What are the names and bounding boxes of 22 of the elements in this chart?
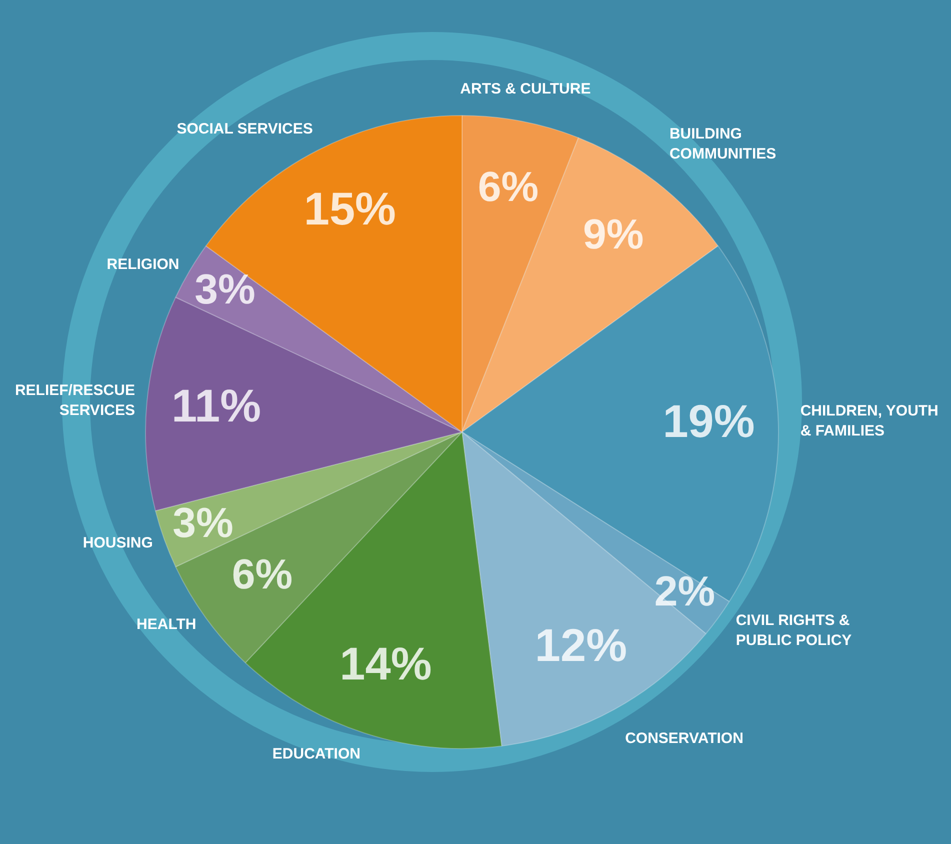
slice-label: ARTS & CULTURE [460,80,591,98]
data-label: 12% [534,619,627,672]
slice-label: HOUSING [82,534,153,552]
slice-label: CHILDREN, YOUTH & FAMILIES [800,402,938,440]
data-label: 14% [340,637,432,690]
slice-label: HEALTH [136,616,196,634]
slice-label: EDUCATION [272,746,360,763]
slice-label: BUILDING COMMUNITIES [669,126,776,163]
data-label: 6% [478,163,539,210]
data-label: 3% [172,498,234,546]
data-label: 11% [171,379,261,432]
data-label: 3% [194,265,256,312]
data-label: 6% [232,550,293,598]
data-label: 19% [662,394,755,447]
data-label: 9% [582,210,644,258]
slice-label: RELIEF/RESCUE SERVICES [14,382,135,420]
slice-label: SOCIAL SERVICES [176,120,313,138]
data-label: 15% [304,182,396,235]
data-label: 2% [654,567,716,614]
slice-label: CONSERVATION [625,730,744,747]
slice-label: RELIGION [106,256,180,273]
slice-label: CIVIL RIGHTS & PUBLIC POLICY [736,612,852,650]
